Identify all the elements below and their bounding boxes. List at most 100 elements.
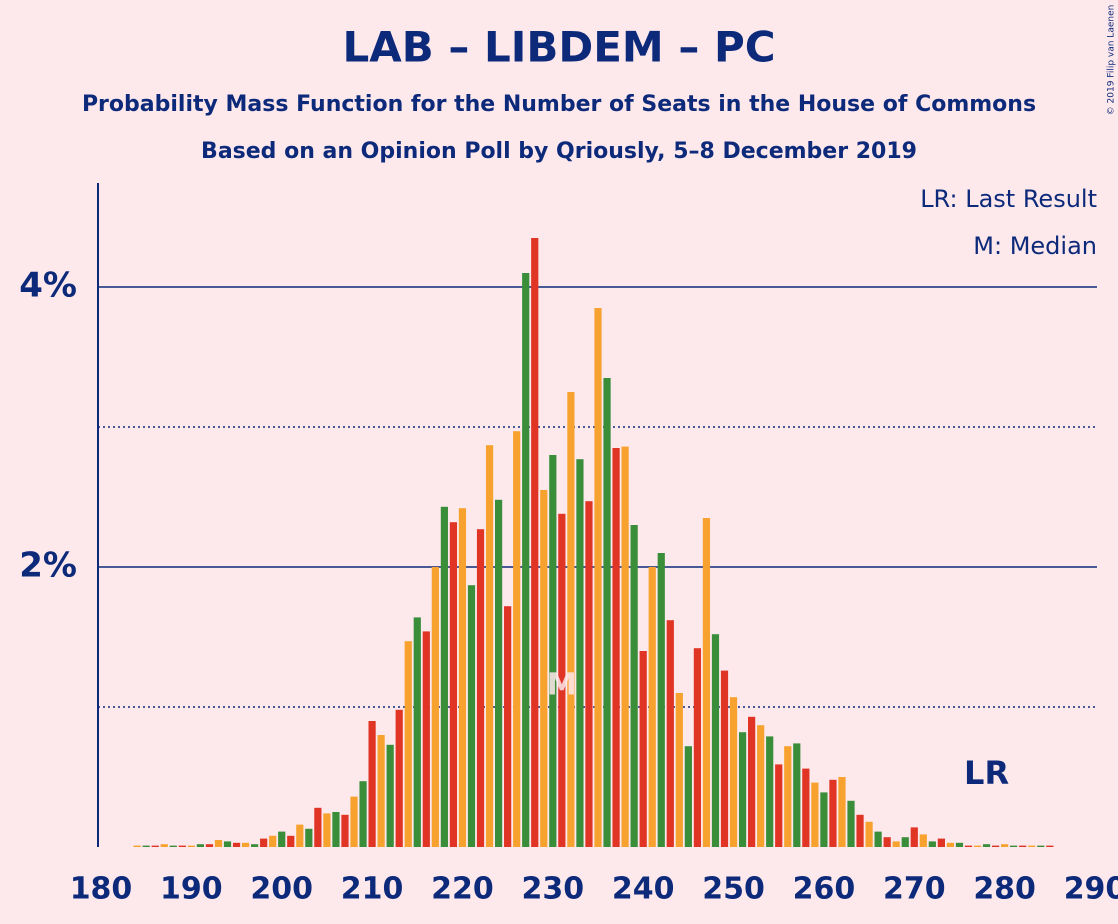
- bar: [892, 841, 900, 847]
- bar: [666, 620, 674, 847]
- bar: [919, 834, 927, 847]
- bar: [964, 845, 973, 847]
- y-tick-label: 4%: [19, 266, 77, 306]
- bar: [232, 842, 241, 847]
- bar: [1028, 845, 1036, 847]
- bar: [702, 518, 711, 847]
- bar: [657, 553, 665, 847]
- bar: [612, 448, 620, 847]
- subtitle: Based on an Opinion Poll by Qriously, 5–…: [201, 139, 917, 164]
- bar: [187, 845, 195, 847]
- bar: [495, 499, 503, 847]
- bar: [214, 840, 223, 847]
- bar: [549, 455, 557, 847]
- bar: [901, 837, 909, 847]
- bar: [133, 845, 141, 847]
- bar: [883, 837, 891, 847]
- bar: [639, 651, 647, 847]
- bar: [621, 446, 629, 847]
- copyright: © 2019 Filip van Laenen: [1107, 5, 1117, 116]
- x-tick-label: 280: [973, 872, 1036, 907]
- bar: [874, 831, 882, 847]
- bar: [178, 845, 186, 847]
- bar: [504, 606, 512, 847]
- bar: [738, 732, 747, 847]
- bar: [458, 508, 467, 847]
- bar: [142, 845, 150, 847]
- bar: [531, 238, 539, 847]
- bar: [296, 824, 304, 847]
- bar: [1001, 844, 1009, 847]
- median-label: M: [547, 668, 577, 703]
- bar: [341, 814, 349, 847]
- bar: [1037, 845, 1045, 847]
- x-tick-label: 250: [702, 872, 765, 907]
- chart-title: LAB – LIBDEM – PC: [342, 23, 775, 72]
- bar: [711, 634, 720, 847]
- x-tick-label: 200: [250, 872, 313, 907]
- bar: [1019, 845, 1027, 847]
- bar: [1046, 845, 1054, 847]
- subtitle: Probability Mass Function for the Number…: [82, 92, 1036, 117]
- bar: [449, 522, 458, 847]
- bar: [847, 800, 855, 847]
- bar: [522, 273, 530, 847]
- bar: [440, 506, 448, 847]
- bar: [838, 777, 846, 847]
- x-tick-label: 230: [522, 872, 585, 907]
- bar: [802, 768, 810, 847]
- bar: [729, 697, 738, 847]
- x-tick-label: 220: [431, 872, 494, 907]
- bar: [757, 725, 765, 847]
- bar: [540, 490, 548, 847]
- bar: [910, 827, 918, 847]
- bar: [594, 308, 602, 847]
- bar: [476, 529, 485, 847]
- bar: [251, 844, 259, 847]
- bar: [368, 721, 376, 847]
- bar: [513, 431, 521, 847]
- bar: [928, 841, 936, 847]
- bar: [693, 648, 701, 847]
- bar: [160, 844, 168, 847]
- bar: [675, 693, 683, 847]
- bar: [269, 835, 277, 847]
- x-tick-label: 260: [793, 872, 856, 907]
- bar: [205, 844, 214, 847]
- bar: [413, 617, 421, 847]
- bar: [567, 392, 575, 847]
- bar: [585, 501, 593, 847]
- bar: [603, 378, 611, 847]
- bar: [937, 838, 945, 847]
- bar: [260, 838, 268, 847]
- bar: [630, 525, 638, 847]
- bar: [558, 513, 566, 847]
- x-tick-label: 240: [612, 872, 675, 907]
- bar: [395, 709, 403, 847]
- bar: [332, 812, 340, 847]
- bar: [377, 735, 385, 847]
- x-tick-label: 270: [883, 872, 946, 907]
- bar: [314, 807, 322, 847]
- bar: [793, 743, 801, 847]
- bar: [287, 835, 295, 847]
- bar: [982, 844, 991, 847]
- bar: [865, 821, 873, 847]
- bar: [422, 631, 430, 847]
- bar: [648, 567, 656, 847]
- bar: [946, 842, 955, 847]
- bar: [1010, 845, 1018, 847]
- bar: [485, 445, 494, 847]
- bar: [766, 736, 774, 847]
- x-tick-label: 180: [70, 872, 133, 907]
- bar: [684, 746, 692, 847]
- bar: [748, 716, 756, 847]
- bar: [829, 779, 837, 847]
- x-tick-label: 290: [1064, 872, 1118, 907]
- last-result-label: LR: [964, 754, 1009, 792]
- y-tick-label: 2%: [19, 546, 77, 586]
- bar: [223, 841, 232, 847]
- bar: [404, 641, 412, 847]
- bar: [359, 781, 367, 847]
